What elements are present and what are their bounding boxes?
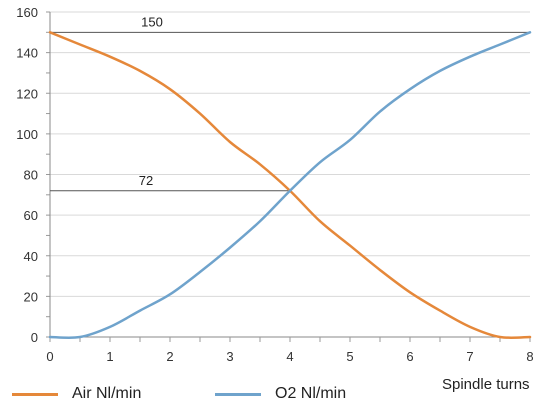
x-tick-label: 1 [106, 349, 113, 364]
legend-swatch-air [12, 392, 58, 396]
y-tick-label: 160 [16, 5, 38, 20]
x-tick-label: 4 [286, 349, 293, 364]
x-tick-label: 7 [466, 349, 473, 364]
grid-lines [50, 11, 530, 297]
series-line-air [48, 31, 532, 339]
y-tick-label: 140 [16, 46, 38, 61]
legend-label-o2: O2 Nl/min [275, 385, 347, 402]
x-tick-labels: 0 1 2 3 4 5 6 7 8 [46, 349, 533, 364]
legend-swatch-o2 [215, 392, 261, 396]
legend-label-air: Air Nl/min [72, 385, 142, 402]
x-tick-label: 0 [46, 349, 53, 364]
legend-item-o2: O2 Nl/min [215, 383, 346, 405]
axes [46, 11, 531, 342]
reference-label: 150 [141, 14, 163, 29]
x-tick-label: 6 [406, 349, 413, 364]
y-tick-label: 0 [31, 330, 38, 345]
x-tick-label: 2 [166, 349, 173, 364]
x-tick-label: 5 [346, 349, 353, 364]
x-axis-title: Spindle turns [442, 376, 530, 393]
series-line-o2 [48, 31, 532, 339]
legend-item-air: Air Nl/min [12, 383, 141, 405]
x-tick-label: 3 [226, 349, 233, 364]
y-tick-label: 60 [24, 208, 38, 223]
y-tick-label: 100 [16, 127, 38, 142]
y-tick-label: 40 [24, 249, 38, 264]
y-tick-labels: 0 20 40 60 80 100 120 140 160 [16, 5, 38, 345]
reference-lines: 150 72 [50, 14, 530, 192]
y-tick-label: 120 [16, 86, 38, 101]
reference-label: 72 [139, 173, 153, 188]
y-tick-label: 80 [24, 168, 38, 183]
x-tick-label: 8 [526, 349, 533, 364]
y-tick-label: 20 [24, 289, 38, 304]
series-lines [48, 31, 532, 339]
